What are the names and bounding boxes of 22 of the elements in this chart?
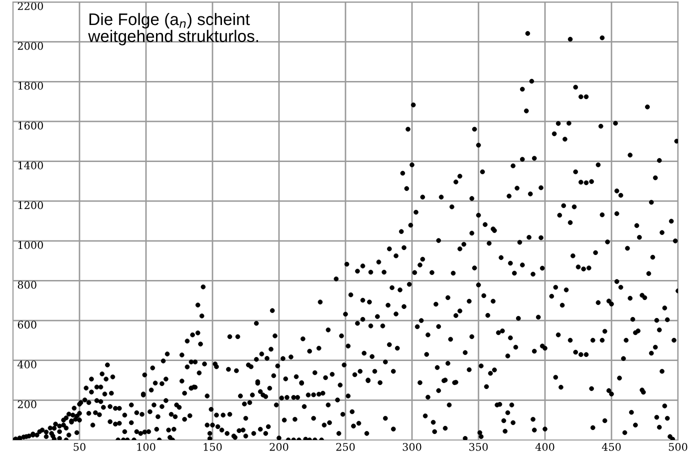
x-tick-label: 150 [204, 442, 222, 451]
y-tick-label: 1200 [18, 201, 43, 210]
y-tick-label: 400 [17, 360, 36, 368]
x-tick-label: 350 [469, 442, 488, 451]
y-tick-label: 2200 [18, 2, 43, 10]
x-tick-label: 500 [668, 442, 688, 451]
x-tick-label: 250 [336, 442, 355, 451]
x-tick-label: 100 [137, 442, 156, 451]
y-tick-label: 1000 [18, 241, 43, 249]
y-tick-label: 600 [18, 320, 36, 329]
y-tick-label: 1600 [18, 122, 43, 130]
y-tick-label: 200 [18, 400, 36, 408]
x-tick-label: 50 [74, 442, 86, 451]
x-tick-label: 400 [535, 442, 554, 451]
x-tick-label: 200 [270, 442, 288, 451]
y-tick-label: 800 [18, 280, 36, 289]
annotation: Die Folge (a$_{n}$) scheint weitgehend strukturlos. [88, 12, 258, 46]
y-tick-label: 1400 [18, 161, 43, 170]
x-tick-label: 450 [602, 442, 621, 451]
x-tick-label: 300 [402, 442, 422, 451]
y-tick-label: 2000 [18, 42, 43, 50]
y-tick-label: 1800 [18, 82, 43, 90]
